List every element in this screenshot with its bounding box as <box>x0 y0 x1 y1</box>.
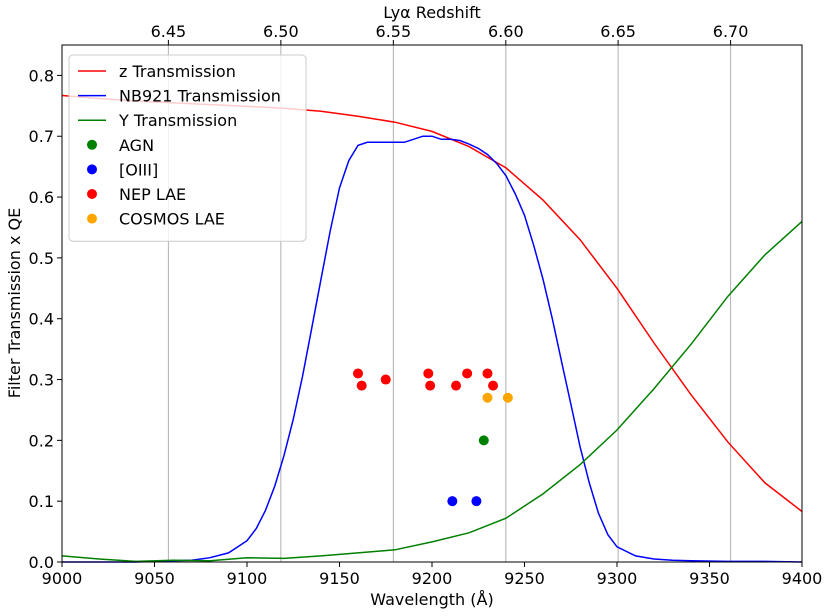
legend-dot-swatch <box>87 189 97 199</box>
legend-dot-swatch <box>87 213 97 224</box>
top-axis-label: Lyα Redshift <box>383 3 481 22</box>
series-line-2 <box>61 220 803 563</box>
legend-label: Y Transmission <box>118 111 237 130</box>
series-line-1 <box>62 135 803 563</box>
y-tick-label: 0.3 <box>29 371 54 390</box>
y-tick-label: 0.6 <box>29 188 54 207</box>
scatter-point <box>451 380 462 391</box>
x-tick-label: 9050 <box>134 569 175 588</box>
y-axis-ticks: 0.0 0.1 0.2 0.3 0.4 0.5 0.6 0.7 0.8 <box>29 66 62 572</box>
top-axis-ticks: 6.45 6.50 6.55 6.60 6.65 6.70 <box>151 22 749 45</box>
scatter-point <box>356 380 367 391</box>
top-tick-label: 6.60 <box>488 22 524 41</box>
top-tick-label: 6.65 <box>600 22 636 41</box>
scatter-point <box>447 496 458 507</box>
scatter-point <box>488 380 499 391</box>
top-tick-label: 6.45 <box>151 22 187 41</box>
y-tick-label: 0.7 <box>29 127 54 146</box>
scatter-point <box>423 368 434 379</box>
scatter-point <box>482 368 493 379</box>
y-tick-label: 0.0 <box>29 553 54 572</box>
y-tick-label: 0.1 <box>29 492 54 511</box>
y-tick-label: 0.8 <box>29 66 54 85</box>
legend-label: NEP LAE <box>119 185 186 204</box>
y-tick-label: 0.5 <box>29 249 54 268</box>
x-tick-label: 9100 <box>227 569 268 588</box>
legend: z Transmission NB921 Transmission Y Transm… <box>68 54 307 242</box>
x-tick-label: 9000 <box>42 569 83 588</box>
x-axis-ticks: 9000 9050 9100 9150 9200 9250 9300 9350 9400 <box>42 562 823 588</box>
x-axis-label: Wavelength (Å) <box>370 590 493 609</box>
x-tick-label: 9350 <box>689 569 730 588</box>
x-tick-label: 9400 <box>782 569 823 588</box>
legend-label: NB921 Transmission <box>119 87 281 106</box>
top-tick-label: 6.70 <box>713 22 749 41</box>
x-tick-label: 9200 <box>412 569 453 588</box>
scatter-point <box>482 392 493 403</box>
scatter-point <box>502 392 513 403</box>
legend-label: COSMOS LAE <box>119 210 225 229</box>
scatter-point <box>380 374 391 385</box>
x-tick-label: 9300 <box>597 569 638 588</box>
scatter-point <box>425 380 436 391</box>
top-tick-label: 6.50 <box>263 22 299 41</box>
legend-label: [OIII] <box>119 160 158 179</box>
legend-label: z Transmission <box>119 62 236 81</box>
scatter-point <box>478 435 489 446</box>
scatter-points <box>353 368 513 507</box>
x-tick-label: 9150 <box>319 569 360 588</box>
y-tick-label: 0.4 <box>29 310 54 329</box>
x-tick-label: 9250 <box>504 569 545 588</box>
legend-label: AGN <box>119 136 154 155</box>
legend-dot-swatch <box>87 139 97 150</box>
top-tick-label: 6.55 <box>376 22 412 41</box>
legend-box <box>68 54 307 242</box>
legend-dot-swatch <box>87 164 97 175</box>
y-axis-label: Filter Transmission x QE <box>5 208 24 398</box>
scatter-point <box>353 368 363 379</box>
y-tick-label: 0.2 <box>29 431 54 450</box>
scatter-point <box>471 496 482 507</box>
scatter-point <box>462 368 473 379</box>
